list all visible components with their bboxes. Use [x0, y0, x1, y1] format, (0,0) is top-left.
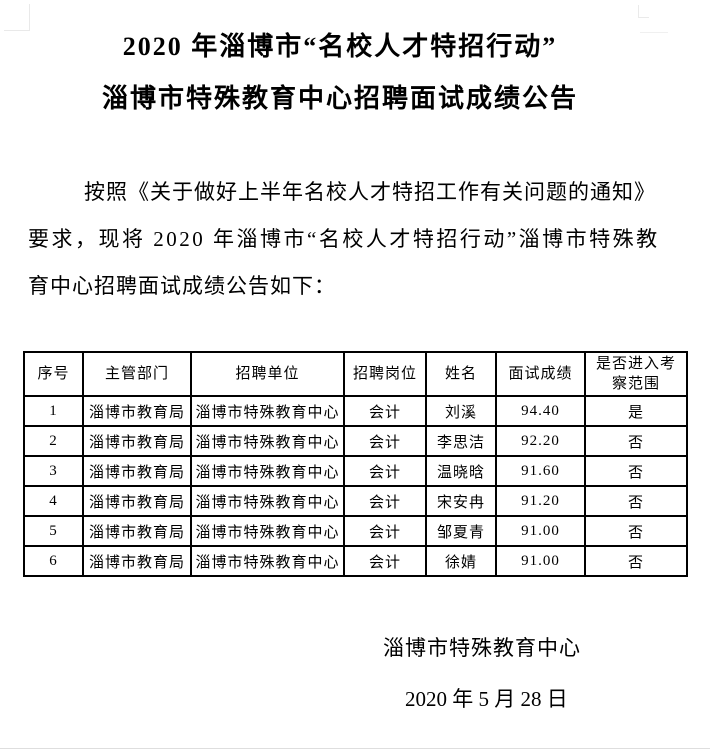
table-cell: 2 — [23, 425, 84, 457]
table-cell: 91.60 — [495, 455, 586, 487]
title-line-2: 淄博市特殊教育中心招聘面试成绩公告 — [101, 84, 578, 113]
table-cell: 李思洁 — [425, 425, 497, 457]
table-cell: 淄博市特殊教育中心 — [190, 545, 345, 577]
table-cell: 会计 — [343, 545, 427, 577]
table-header-row: 序号 主管部门 招聘单位 招聘岗位 姓名 面试成绩 是否进入考 察范围 — [23, 351, 688, 397]
header-cell-position: 招聘岗位 — [343, 351, 427, 397]
table-row: 4 淄博市教育局 淄博市特殊教育中心 会计 宋安冉 91.20 否 — [23, 485, 688, 517]
table-cell: 淄博市教育局 — [82, 455, 192, 487]
table-cell: 淄博市特殊教育中心 — [190, 515, 345, 547]
scan-artifact-top-right — [638, 5, 649, 18]
table-cell: 淄博市教育局 — [82, 425, 192, 457]
table-cell: 否 — [584, 425, 688, 457]
title-line-1: 2020 年淄博市“名校人才特招行动” — [122, 32, 558, 61]
table-cell: 邹夏青 — [425, 515, 497, 547]
table-cell: 会计 — [343, 515, 427, 547]
table-body: 1 淄博市教育局 淄博市特殊教育中心 会计 刘溪 94.40 是 2 淄博市教育局 淄博市特殊教育… — [23, 395, 688, 577]
body-line-2: 要求，现将 2020 年淄博市“名校人才特招行动”淄博市特殊教 — [28, 227, 660, 251]
table-cell: 94.40 — [495, 395, 586, 427]
table-cell: 会计 — [343, 425, 427, 457]
body-paragraph: 按照《关于做好上半年名校人才特招工作有关问题的通知》 要求，现将 2020 年淄… — [28, 178, 684, 319]
table-cell: 会计 — [343, 485, 427, 517]
table-cell: 6 — [23, 545, 84, 577]
table-cell: 淄博市教育局 — [82, 395, 192, 427]
table-cell: 淄博市特殊教育中心 — [190, 425, 345, 457]
header-cell-index: 序号 — [23, 351, 84, 397]
table-cell: 淄博市教育局 — [82, 545, 192, 577]
table-cell: 否 — [584, 515, 688, 547]
table-cell: 1 — [23, 395, 84, 427]
table-row: 5 淄博市教育局 淄博市特殊教育中心 会计 邹夏青 91.00 否 — [23, 515, 688, 547]
table-cell: 91.00 — [495, 515, 586, 547]
table-row: 6 淄博市教育局 淄博市特殊教育中心 会计 徐婧 91.00 否 — [23, 545, 688, 577]
footer-organization: 淄博市特殊教育中心 — [383, 636, 581, 660]
table-cell: 淄博市教育局 — [82, 515, 192, 547]
table-cell: 92.20 — [495, 425, 586, 457]
table-cell: 5 — [23, 515, 84, 547]
footer-date: 2020 年 5 月 28 日 — [405, 687, 568, 711]
table-cell: 淄博市特殊教育中心 — [190, 485, 345, 517]
table-cell: 刘溪 — [425, 395, 497, 427]
table-cell: 3 — [23, 455, 84, 487]
header-cell-name: 姓名 — [425, 351, 497, 397]
table-cell: 会计 — [343, 455, 427, 487]
table-row: 1 淄博市教育局 淄博市特殊教育中心 会计 刘溪 94.40 是 — [23, 395, 688, 427]
results-table: 序号 主管部门 招聘单位 招聘岗位 姓名 面试成绩 是否进入考 察范围 1 淄博市… — [23, 351, 688, 577]
table-cell: 4 — [23, 485, 84, 517]
table-cell: 淄博市教育局 — [82, 485, 192, 517]
table-cell: 否 — [584, 485, 688, 517]
header-cell-score: 面试成绩 — [495, 351, 586, 397]
table-cell: 淄博市特殊教育中心 — [190, 455, 345, 487]
table-cell: 宋安冉 — [425, 485, 497, 517]
table-row: 3 淄博市教育局 淄博市特殊教育中心 会计 温晓晗 91.60 否 — [23, 455, 688, 487]
table-cell: 否 — [584, 545, 688, 577]
table-cell: 会计 — [343, 395, 427, 427]
table-cell: 是 — [584, 395, 688, 427]
table-cell: 徐婧 — [425, 545, 497, 577]
document-title: 2020 年淄博市“名校人才特招行动” 淄博市特殊教育中心招聘面试成绩公告 — [0, 32, 680, 114]
table-header: 序号 主管部门 招聘单位 招聘岗位 姓名 面试成绩 是否进入考 察范围 — [23, 351, 688, 397]
scan-artifact-bottom-edge — [0, 748, 710, 749]
table-cell: 91.20 — [495, 485, 586, 517]
body-line-1: 按照《关于做好上半年名校人才特招工作有关问题的通知》 — [84, 180, 656, 204]
header-cell-shortlisted: 是否进入考 察范围 — [584, 351, 688, 397]
header-cell-department: 主管部门 — [82, 351, 192, 397]
table-cell: 淄博市特殊教育中心 — [190, 395, 345, 427]
table-cell: 91.00 — [495, 545, 586, 577]
scan-artifact-top-left — [4, 4, 30, 31]
table-cell: 否 — [584, 455, 688, 487]
header-cell-employer: 招聘单位 — [190, 351, 345, 397]
body-line-3: 育中心招聘面试成绩公告如下： — [28, 274, 336, 298]
table-row: 2 淄博市教育局 淄博市特殊教育中心 会计 李思洁 92.20 否 — [23, 425, 688, 457]
table-cell: 温晓晗 — [425, 455, 497, 487]
